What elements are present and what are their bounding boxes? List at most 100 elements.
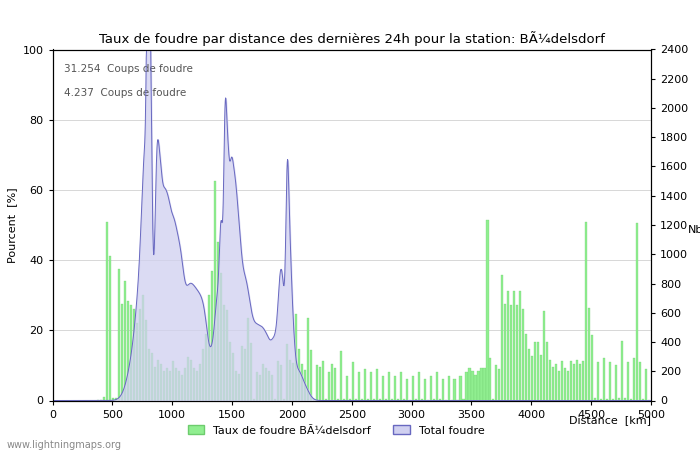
Bar xyxy=(208,295,210,400)
Bar xyxy=(223,305,225,400)
Bar xyxy=(442,379,444,400)
Bar xyxy=(579,364,581,400)
Bar xyxy=(612,399,614,400)
Bar xyxy=(148,349,150,400)
Bar xyxy=(325,399,327,400)
Bar xyxy=(642,399,644,400)
Bar xyxy=(505,304,507,400)
Bar xyxy=(158,360,160,400)
Bar xyxy=(412,376,414,400)
Bar xyxy=(253,399,255,400)
Bar xyxy=(591,335,593,400)
Bar xyxy=(184,368,186,400)
Bar xyxy=(582,361,584,400)
Bar xyxy=(116,398,118,400)
Bar xyxy=(262,364,264,400)
Bar xyxy=(498,369,500,400)
Bar xyxy=(603,358,606,401)
Bar xyxy=(496,365,498,400)
Bar xyxy=(552,367,554,400)
Text: 4.237  Coups de foudre: 4.237 Coups de foudre xyxy=(64,88,187,98)
Bar xyxy=(172,360,174,400)
Bar xyxy=(337,399,339,400)
Bar xyxy=(606,399,608,400)
Bar xyxy=(367,399,369,400)
Bar xyxy=(538,342,540,400)
Bar xyxy=(508,291,510,400)
Bar xyxy=(256,372,258,400)
Bar xyxy=(133,309,135,400)
Bar xyxy=(328,372,330,400)
Bar xyxy=(211,271,214,400)
Bar xyxy=(510,305,512,400)
Bar xyxy=(169,371,172,400)
Bar xyxy=(199,364,201,400)
Bar xyxy=(466,372,468,400)
Bar xyxy=(121,304,123,400)
Bar xyxy=(259,374,261,400)
Bar xyxy=(382,376,384,400)
Bar xyxy=(217,243,219,400)
Bar xyxy=(546,342,548,400)
Bar xyxy=(340,351,342,400)
Bar xyxy=(127,302,130,400)
Bar xyxy=(513,291,515,400)
Bar xyxy=(244,349,246,400)
Bar xyxy=(166,368,168,400)
Bar xyxy=(104,397,106,400)
Bar xyxy=(142,295,144,400)
Bar xyxy=(475,375,477,400)
Bar xyxy=(621,341,623,400)
Bar xyxy=(540,356,542,400)
Bar xyxy=(376,369,378,400)
Bar xyxy=(190,360,192,400)
Bar xyxy=(154,367,156,400)
Bar xyxy=(364,369,366,400)
Bar xyxy=(125,281,127,400)
Bar xyxy=(570,360,573,400)
Bar xyxy=(301,364,303,400)
Bar xyxy=(585,222,587,400)
Bar xyxy=(343,399,345,400)
Bar xyxy=(486,220,489,400)
Bar xyxy=(232,353,234,400)
Bar xyxy=(226,310,228,400)
Bar xyxy=(298,349,300,400)
Bar xyxy=(280,364,282,400)
Bar xyxy=(229,342,231,400)
Bar xyxy=(600,399,602,400)
Bar xyxy=(349,399,351,400)
Bar xyxy=(492,399,494,400)
Bar xyxy=(268,371,270,400)
Bar xyxy=(241,346,243,400)
Text: www.lightningmaps.org: www.lightningmaps.org xyxy=(7,440,122,450)
Bar xyxy=(214,180,216,400)
Bar xyxy=(525,334,527,400)
Bar xyxy=(472,371,473,400)
Bar xyxy=(636,224,638,400)
Bar xyxy=(480,368,482,400)
Bar xyxy=(250,342,252,400)
Bar xyxy=(388,373,390,400)
Bar xyxy=(459,376,461,400)
Bar xyxy=(372,399,375,400)
Bar xyxy=(151,353,153,400)
Bar xyxy=(393,376,395,400)
Bar xyxy=(615,365,617,400)
Y-axis label: Pourcent  [%]: Pourcent [%] xyxy=(7,187,17,263)
Text: Distance  [km]: Distance [km] xyxy=(569,415,651,425)
Bar xyxy=(139,309,141,400)
Bar xyxy=(235,371,237,400)
Bar xyxy=(484,368,486,400)
Bar xyxy=(618,399,620,400)
Bar xyxy=(313,399,315,400)
Bar xyxy=(630,399,632,400)
Bar xyxy=(283,399,285,400)
Bar xyxy=(360,399,363,400)
Bar xyxy=(379,399,381,400)
Bar xyxy=(564,368,566,400)
Bar xyxy=(220,273,222,400)
Bar xyxy=(331,364,333,400)
Bar xyxy=(534,342,536,400)
Bar xyxy=(594,398,596,400)
